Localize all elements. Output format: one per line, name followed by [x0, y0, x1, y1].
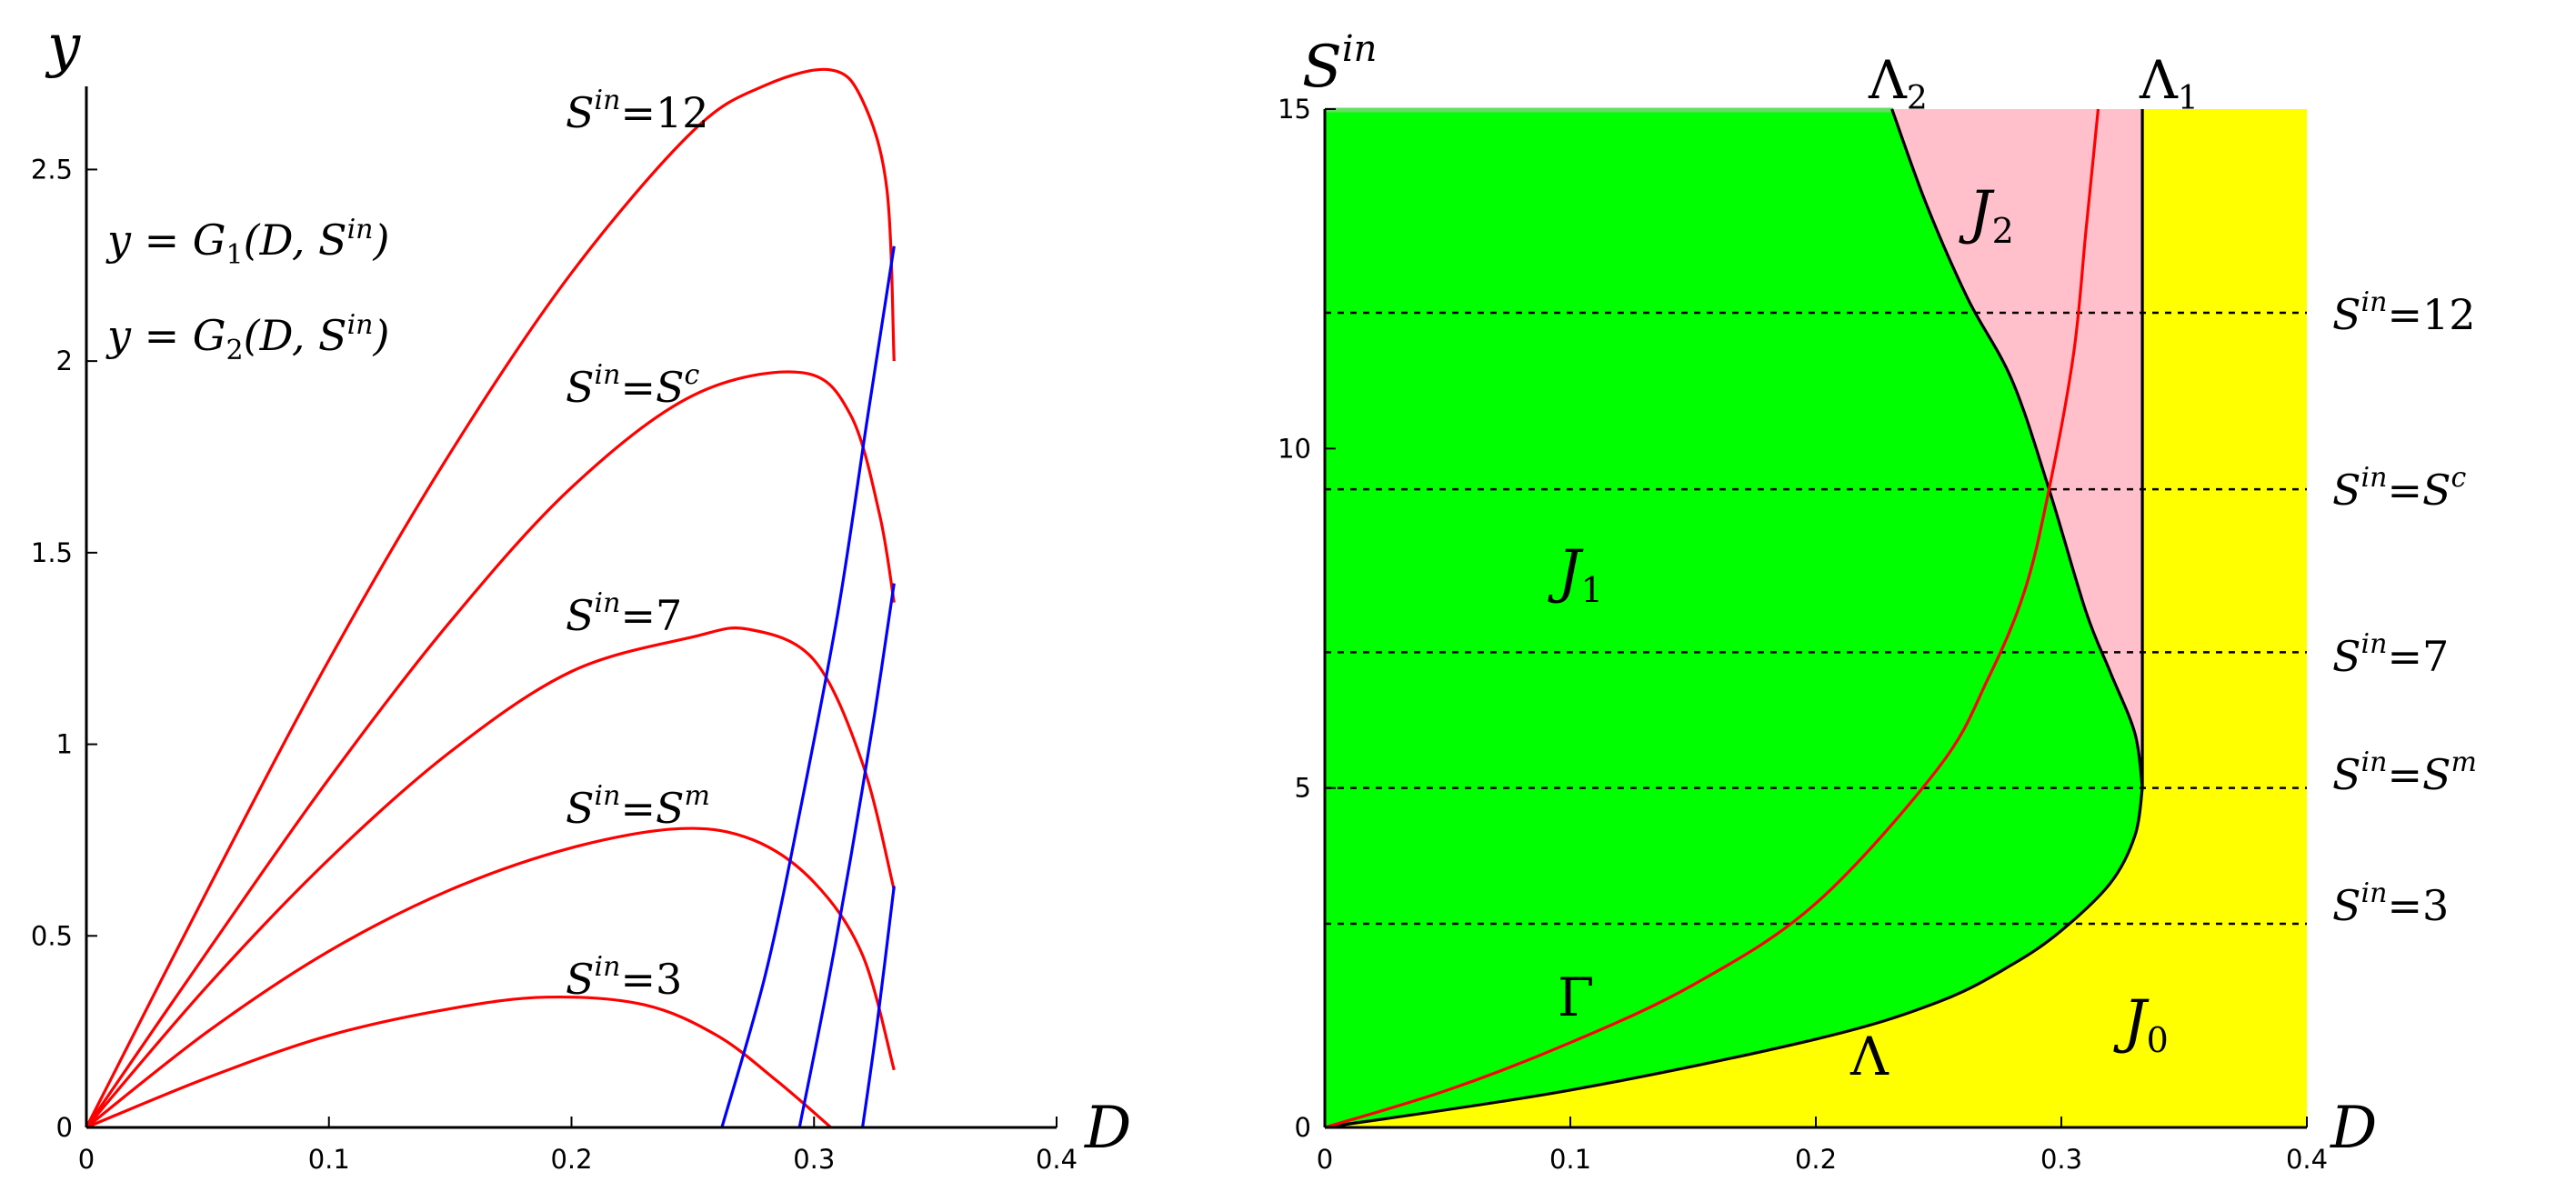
left-y-tick-label: 2	[56, 346, 73, 376]
left-x-tick-label: 0	[78, 1144, 95, 1175]
left-x-tick-label: 0.4	[1036, 1144, 1078, 1175]
right-annotation-sin-3: Sin=3	[2332, 877, 2449, 930]
left-y-tick-label: 0.5	[31, 920, 73, 951]
right-x-tick-label: 0.2	[1795, 1144, 1837, 1175]
left-x-tick-label: 0.3	[793, 1144, 835, 1175]
right-y-label: Sin	[1302, 28, 1377, 101]
right-x-tick-label: 0.1	[1549, 1144, 1591, 1175]
right-annotation-sin-7: Sin=7	[2332, 628, 2449, 681]
left-series-g2-s-in-7	[797, 583, 896, 1128]
left-x-tick-label: 0.2	[550, 1144, 592, 1175]
legend-entry-g1: y = G1(D, Sin)	[105, 214, 389, 271]
left-annotation-sin-sm: Sin=Sm	[566, 780, 710, 833]
left-series-s-in-s-m	[85, 826, 896, 1129]
right-annotation-sin-sm: Sin=Sm	[2332, 746, 2477, 799]
right-y-tick-label: 15	[1278, 94, 1311, 125]
right-x-tick-label: 0.4	[2286, 1144, 2328, 1175]
left-y-tick-label: 1.5	[31, 537, 73, 568]
left-series-s-in-12	[85, 67, 896, 1128]
label-lambda: Λ	[1849, 1026, 1889, 1087]
left-annotation-sin-7: Sin=7	[566, 587, 682, 640]
left-series-g2-s-in-3	[861, 886, 896, 1128]
left-y-tick-label: 2.5	[31, 154, 73, 185]
label-lambda1: Λ1	[2139, 49, 2199, 117]
left-tick-group: 0 0.1 0.2 0.3 0.4 0 0.5 1 1.5 2 2.5	[31, 154, 1078, 1175]
left-series-s-in-7	[85, 626, 896, 1129]
left-chart: 0 0.1 0.2 0.3 0.4 0 0.5 1 1.5 2 2.5 y D y = G1(D, …	[31, 13, 1131, 1175]
right-annotation-sin-sc: Sin=Sc	[2332, 462, 2467, 515]
left-annotation-sin-sc: Sin=Sc	[566, 359, 700, 412]
right-tick-group: 0 0.1 0.2 0.3 0.4 0 5 10 15	[1278, 94, 2328, 1175]
left-y-label: y	[45, 13, 81, 80]
left-series-g2-s-in-12	[720, 245, 896, 1128]
right-y-tick-label: 5	[1295, 773, 1311, 804]
region-j1-fill	[1325, 109, 2143, 1127]
right-annotation-sin-12: Sin=12	[2332, 286, 2476, 339]
left-annotation-sin-12: Sin=12	[566, 85, 709, 137]
right-y-tick-label: 10	[1278, 433, 1311, 464]
left-x-label: D	[1084, 1095, 1131, 1162]
label-lambda2: Λ2	[1868, 49, 1928, 117]
right-y-tick-label: 0	[1295, 1112, 1311, 1143]
curve-gamma	[1324, 108, 2100, 1129]
left-y-tick-label: 1	[56, 729, 73, 760]
right-x-tick-label: 0.3	[2040, 1144, 2082, 1175]
legend-entry-g2: y = G2(D, Sin)	[105, 309, 389, 366]
curve-lambda	[1324, 787, 2144, 1129]
label-gamma: Γ	[1558, 967, 1594, 1028]
right-x-label: D	[2330, 1095, 2377, 1162]
left-series-group	[85, 67, 896, 1129]
right-curves-group	[1324, 108, 2144, 1129]
left-x-tick-label: 0.1	[308, 1144, 350, 1175]
left-series-s-in-s-c	[85, 370, 896, 1128]
left-annotation-sin-3: Sin=3	[566, 951, 682, 1004]
left-y-tick-label: 0	[56, 1112, 73, 1143]
curve-lambda2	[1890, 108, 2144, 788]
region-j2-fill	[1891, 109, 2143, 788]
left-series-s-in-3	[85, 995, 832, 1129]
right-x-tick-label: 0	[1317, 1144, 1333, 1175]
